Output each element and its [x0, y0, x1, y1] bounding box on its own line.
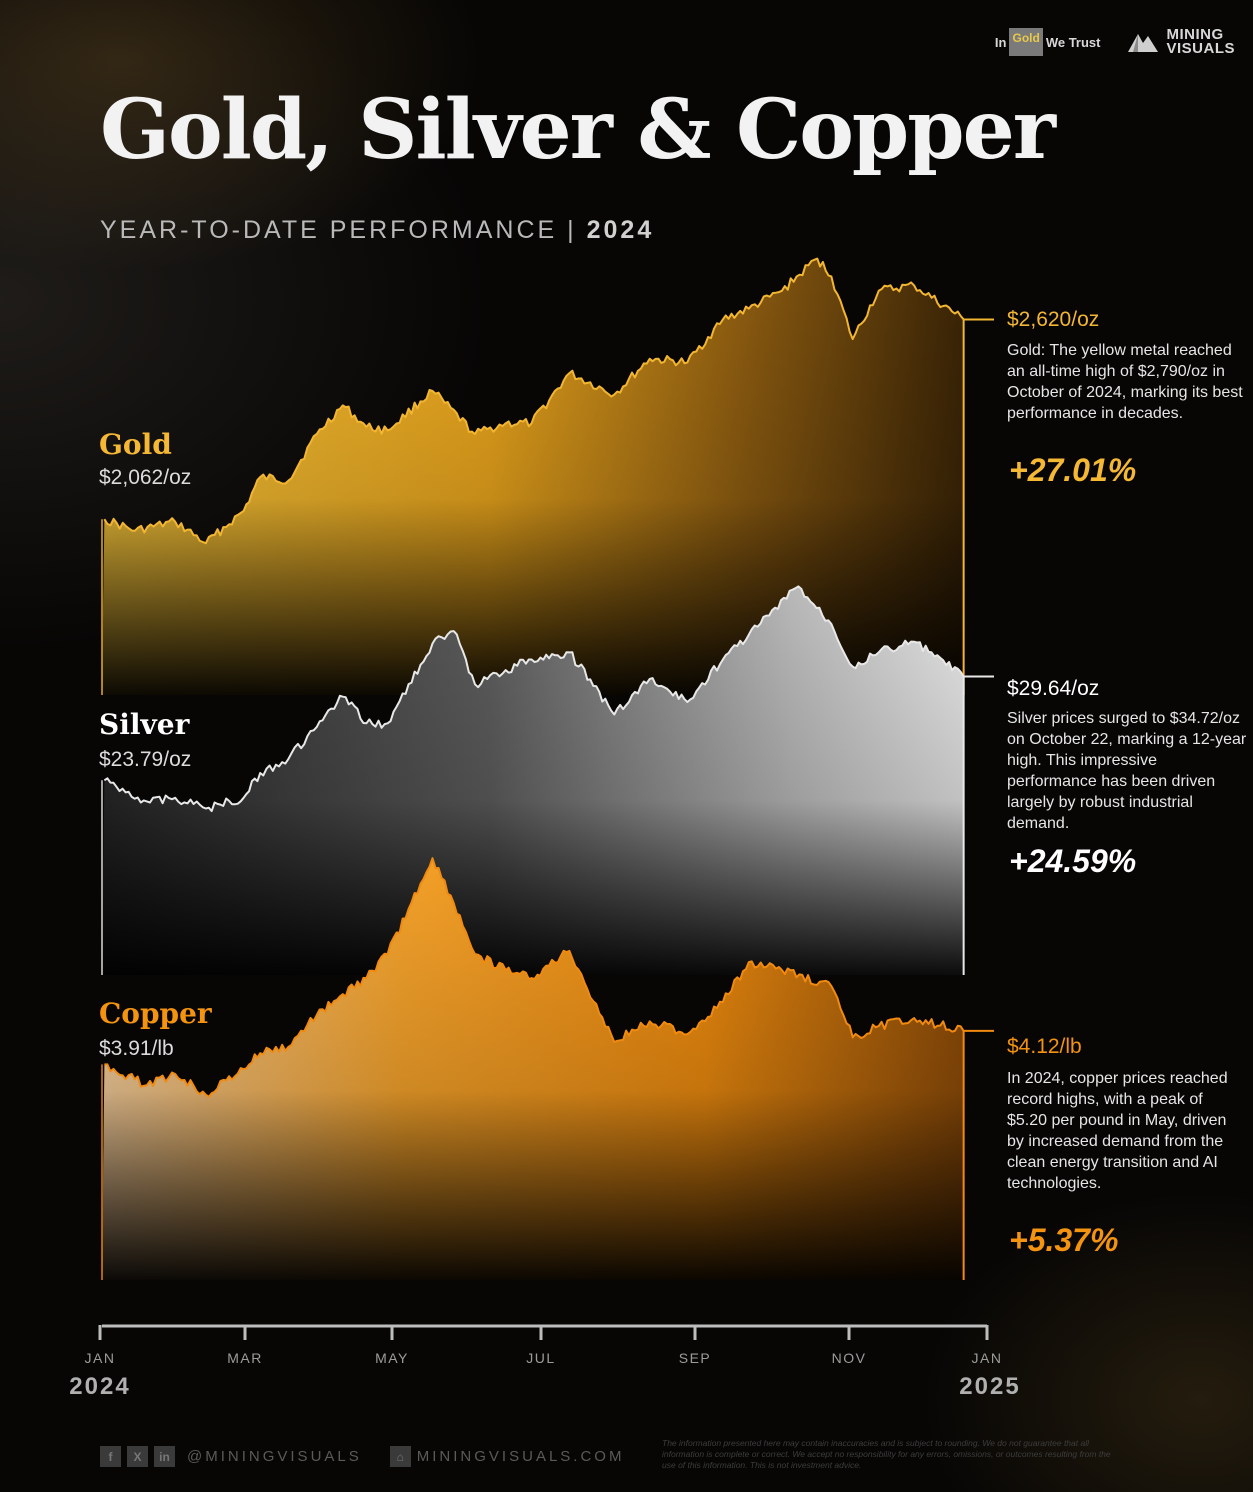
copper-line: [104, 857, 965, 1098]
brand-logos: In Gold We Trust MINING VISUALS: [994, 26, 1235, 57]
page-subtitle: YEAR-TO-DATE PERFORMANCE | 2024: [100, 216, 654, 245]
x-axis-tick-label: JUL: [526, 1350, 555, 1366]
linkedin-icon[interactable]: in: [154, 1446, 175, 1467]
home-icon: ⌂: [389, 1446, 411, 1467]
gold-start-price: $2,062/oz: [99, 466, 192, 489]
footer-handle[interactable]: @MININGVISUALS: [187, 1448, 362, 1465]
silver-name: Silver: [99, 708, 190, 741]
copper-description: In 2024, copper prices reached record hi…: [1007, 1070, 1228, 1192]
x-axis-tick-label: NOV: [832, 1350, 867, 1366]
silver-start-price: $23.79/oz: [99, 748, 192, 771]
x-axis-tick-label: MAY: [375, 1350, 409, 1366]
footer-disclaimer: The information presented here may conta…: [662, 1438, 1111, 1470]
gold-description: Gold: The yellow metal reached an all-ti…: [1007, 342, 1243, 422]
in-gold-we-trust-logo: In Gold We Trust: [994, 28, 1101, 56]
x-axis-tick-label: MAR: [227, 1350, 263, 1366]
mining-text: MINING: [1166, 26, 1224, 43]
page-title: Gold, Silver & Copper: [100, 82, 1056, 178]
x-axis-tick-label: JAN: [85, 1350, 116, 1366]
mining-visuals-mountain-icon: [1128, 34, 1159, 52]
gold-end-price: $2,620/oz: [1007, 308, 1100, 331]
footer: f X in @MININGVISUALS ⌂ MININGVISUALS.CO…: [100, 1446, 624, 1467]
silver-series: [101, 585, 994, 975]
subtitle-text: YEAR-TO-DATE PERFORMANCE |: [100, 216, 587, 244]
igwt-in-text: In: [994, 34, 1007, 50]
gold-name: Gold: [99, 428, 172, 461]
gold-series: [101, 257, 994, 695]
silver-change: +24.59%: [1009, 843, 1137, 879]
x-axis-start-year: 2024: [69, 1373, 130, 1400]
silver-line: [103, 585, 965, 813]
silver-description: Silver prices surged to $34.72/oz on Oct…: [1007, 710, 1247, 832]
copper-end-price: $4.12/lb: [1007, 1035, 1082, 1058]
copper-series: [101, 857, 994, 1280]
x-axis-tick-label: SEP: [679, 1350, 712, 1366]
x-twitter-icon[interactable]: X: [127, 1446, 148, 1467]
silver-end-price: $29.64/oz: [1007, 677, 1100, 700]
gold-change: +27.01%: [1009, 452, 1137, 488]
copper-start-price: $3.91/lb: [99, 1037, 174, 1060]
x-axis-tick-label: JAN: [972, 1350, 1003, 1366]
visuals-text: VISUALS: [1166, 40, 1235, 57]
igwt-we-trust-text: We Trust: [1045, 34, 1101, 50]
subtitle-year: 2024: [586, 216, 655, 244]
gold-line: [103, 257, 965, 545]
gold-area-fade: [102, 258, 964, 695]
silver-area-fade: [102, 586, 964, 975]
igwt-gold-text: Gold: [1009, 28, 1043, 56]
copper-name: Copper: [99, 997, 212, 1030]
mining-visuals-logo: MINING VISUALS: [1126, 26, 1235, 57]
x-axis-end-year: 2025: [959, 1373, 1020, 1400]
copper-change: +5.37%: [1009, 1222, 1119, 1258]
footer-site[interactable]: MININGVISUALS.COM: [416, 1448, 625, 1465]
facebook-icon[interactable]: f: [100, 1446, 121, 1467]
